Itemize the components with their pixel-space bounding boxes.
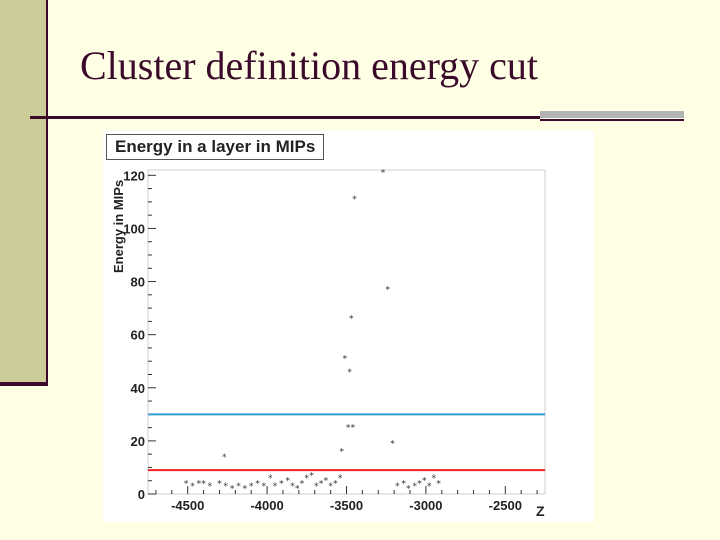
x-tick-label: -3500 (330, 498, 363, 513)
data-point: * (436, 479, 441, 489)
data-point: * (190, 482, 195, 492)
data-point: * (406, 485, 411, 495)
data-point: * (395, 482, 400, 492)
data-point: * (349, 315, 354, 325)
data-point: * (422, 477, 427, 487)
data-point: * (222, 453, 227, 463)
chart-title: Energy in a layer in MIPs (106, 134, 325, 160)
data-point: * (319, 479, 324, 489)
data-point: * (338, 474, 343, 484)
data-point: * (343, 355, 348, 365)
data-point: * (273, 482, 278, 492)
y-axis-label: Energy in MIPs (111, 180, 126, 273)
title-underline-thin (540, 119, 684, 121)
y-tick-label: 100 (123, 221, 145, 236)
data-point: * (285, 477, 290, 487)
data-point: * (295, 485, 300, 495)
data-point: * (413, 482, 418, 492)
data-point: * (417, 479, 422, 489)
data-point: * (401, 479, 406, 489)
data-point: * (230, 485, 235, 495)
data-point: * (290, 482, 295, 492)
data-point: * (328, 482, 333, 492)
data-point: * (427, 482, 432, 492)
x-tick-label: -4000 (250, 498, 283, 513)
data-point: * (333, 479, 338, 489)
slide-title: Cluster definition energy cut (80, 43, 539, 88)
data-point: * (390, 440, 395, 450)
data-point: * (236, 482, 241, 492)
data-point: * (255, 479, 260, 489)
data-point: * (305, 474, 310, 484)
data-point: * (300, 479, 305, 489)
chart-panel (103, 131, 594, 522)
data-point: * (184, 479, 189, 489)
slide-sidebar (0, 0, 48, 384)
data-point: * (352, 195, 357, 205)
data-point: * (249, 482, 254, 492)
data-point: * (208, 482, 213, 492)
data-point: * (197, 479, 202, 489)
data-point: * (268, 474, 273, 484)
data-point: * (324, 477, 329, 487)
y-tick-label: 80 (131, 275, 145, 290)
data-point: * (386, 286, 391, 296)
data-point: * (339, 448, 344, 458)
data-point: * (217, 479, 222, 489)
x-axis-label: Z (536, 503, 545, 519)
y-tick-label: 60 (131, 328, 145, 343)
plot-frame (147, 169, 546, 495)
y-tick-label: 0 (138, 487, 145, 502)
title-underline-accent (540, 111, 684, 118)
data-point: * (381, 169, 386, 179)
x-tick-label: -3000 (409, 498, 442, 513)
y-tick-label: 120 (123, 168, 145, 183)
y-tick-label: 20 (131, 434, 145, 449)
data-point: * (314, 482, 319, 492)
data-point: * (224, 482, 229, 492)
data-point: * (351, 424, 356, 434)
data-point: * (346, 424, 351, 434)
sidebar-divider (0, 382, 48, 386)
data-point: * (262, 482, 267, 492)
data-point: * (309, 471, 314, 481)
data-point: * (201, 479, 206, 489)
title-underline (30, 116, 540, 119)
x-tick-label: -2500 (489, 498, 522, 513)
data-point: * (347, 368, 352, 378)
data-point: * (279, 479, 284, 489)
data-point: * (243, 485, 248, 495)
data-point: * (432, 474, 437, 484)
y-tick-label: 40 (131, 381, 145, 396)
x-tick-label: -4500 (171, 498, 204, 513)
